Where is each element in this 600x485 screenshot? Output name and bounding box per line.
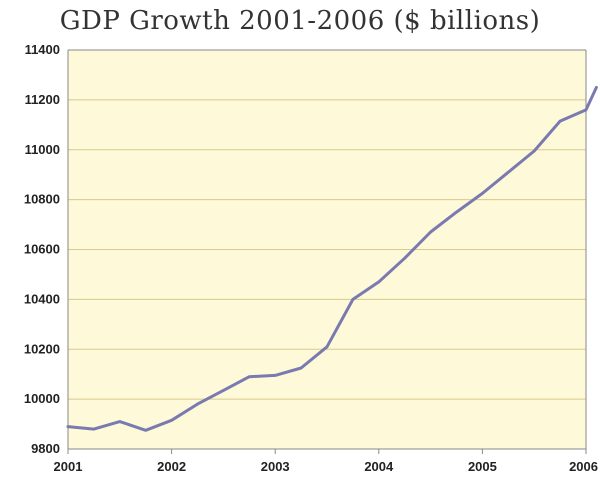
- data-point: [507, 171, 510, 174]
- x-tick-label: 2002: [157, 459, 186, 474]
- x-tick-label: 2003: [261, 459, 290, 474]
- y-tick-label: 11200: [25, 92, 60, 107]
- x-axis-ticks: 2001 2002 2003 2004 2005 2006: [54, 449, 598, 474]
- data-point: [403, 257, 406, 260]
- axes: [67, 49, 587, 450]
- data-point: [170, 419, 173, 422]
- data-point: [66, 425, 70, 428]
- x-tick-label: 2006: [569, 459, 598, 474]
- data-point: [595, 86, 598, 89]
- data-point: [584, 108, 588, 112]
- data-point: [222, 389, 225, 392]
- data-point: [481, 192, 484, 195]
- x-tick-label: 2001: [54, 459, 83, 474]
- data-point: [429, 230, 432, 234]
- y-tick-label: 11000: [25, 142, 60, 157]
- data-point: [377, 280, 380, 284]
- data-point: [92, 427, 96, 431]
- series-line: [66, 85, 598, 432]
- series: [66, 85, 598, 432]
- y-tick-label: 10600: [24, 242, 60, 257]
- chart-title: GDP Growth 2001-2006 ($ billions): [59, 6, 541, 36]
- x-tick-label: 2004: [364, 459, 394, 474]
- data-point: [118, 420, 122, 423]
- y-tick-label: 10800: [24, 192, 60, 207]
- data-point: [299, 366, 303, 370]
- data-point: [144, 429, 147, 432]
- y-axis-ticks: 9800 10000 10200 10400 10600 10800 11000 11200 1…: [24, 42, 60, 456]
- y-tick-label: 11400: [25, 42, 60, 57]
- y-tick-label: 9800: [31, 441, 60, 456]
- data-point: [351, 298, 355, 301]
- y-tick-label: 10200: [24, 341, 60, 356]
- data-point: [558, 119, 562, 123]
- data-point: [274, 374, 277, 377]
- data-point: [455, 210, 458, 214]
- data-point: [533, 149, 536, 153]
- x-tick-label: 2005: [468, 459, 497, 474]
- y-tick-label: 10000: [24, 391, 60, 406]
- y-tick-label: 10400: [24, 291, 60, 306]
- data-point: [196, 402, 199, 406]
- data-point: [325, 345, 329, 348]
- data-point: [248, 375, 251, 378]
